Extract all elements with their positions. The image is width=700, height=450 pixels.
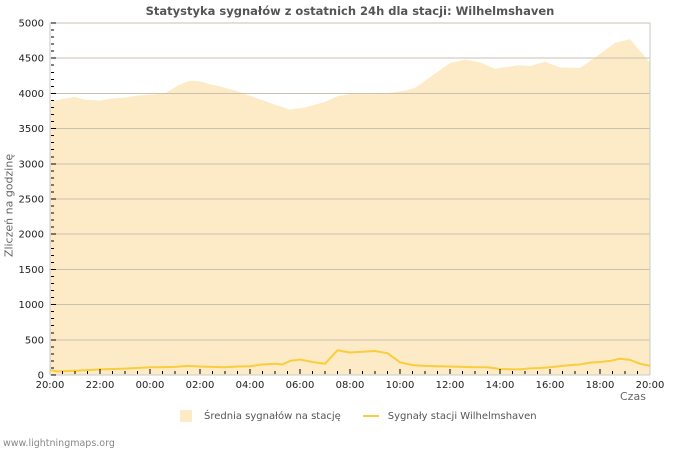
legend: Średnia sygnałów na stację Sygnały stacj… <box>180 410 559 422</box>
y-tick-label: 2000 <box>19 230 44 241</box>
x-tick-label: 12:00 <box>436 380 465 391</box>
average-area-series <box>50 39 650 375</box>
x-tick-label: 04:00 <box>236 380 265 391</box>
station-line-series <box>49 349 651 373</box>
chart-title: Statystyka sygnałów z ostatnich 24h dla … <box>145 4 555 18</box>
x-tick-label: 18:00 <box>586 380 615 391</box>
x-tick-label: 10:00 <box>386 380 415 391</box>
line-swatch-icon <box>362 415 379 417</box>
x-tick-label: 08:00 <box>336 380 365 391</box>
y-tick-label: 1500 <box>19 265 44 276</box>
y-tick-label: 5000 <box>19 19 44 30</box>
y-tick-label: 1000 <box>19 300 44 311</box>
x-tick-label: 14:00 <box>486 380 515 391</box>
x-tick-label: 06:00 <box>286 380 315 391</box>
x-tick-label: 02:00 <box>186 380 215 391</box>
x-tick-label: 16:00 <box>536 380 565 391</box>
legend-item-average[interactable]: Średnia sygnałów na stację <box>180 410 341 422</box>
x-tick-label: 22:00 <box>86 380 115 391</box>
y-tick-label: 3000 <box>19 159 44 170</box>
y-tick-label: 500 <box>25 335 44 346</box>
x-axis-ticks: 20:00 22:00 00:00 02:00 04:00 06:00 08:00 10:00… <box>36 369 665 391</box>
y-tick-label: 4500 <box>19 54 44 65</box>
area-swatch-icon <box>180 410 192 422</box>
y-tick-label: 3500 <box>19 124 44 135</box>
legend-label-station: Sygnały stacji Wilhelmshaven <box>387 410 537 422</box>
y-tick-label: 2500 <box>19 195 44 206</box>
y-tick-label: 0 <box>38 371 44 382</box>
y-axis-ticks: 0 500 1000 1500 2000 2500 3000 3500 4000 4500 5000 <box>19 19 56 382</box>
legend-label-average: Średnia sygnałów na stację <box>204 410 341 422</box>
x-tick-label: 00:00 <box>136 380 165 391</box>
axes <box>49 23 651 376</box>
y-tick-label: 4000 <box>19 89 44 100</box>
x-tick-label: 20:00 <box>36 380 65 391</box>
x-axis-label: Czas <box>620 390 646 403</box>
footer-link[interactable]: www.lightningmaps.org <box>3 438 115 449</box>
legend-item-station[interactable]: Sygnały stacji Wilhelmshaven <box>362 410 537 422</box>
x-tick-label: 20:00 <box>636 380 665 391</box>
